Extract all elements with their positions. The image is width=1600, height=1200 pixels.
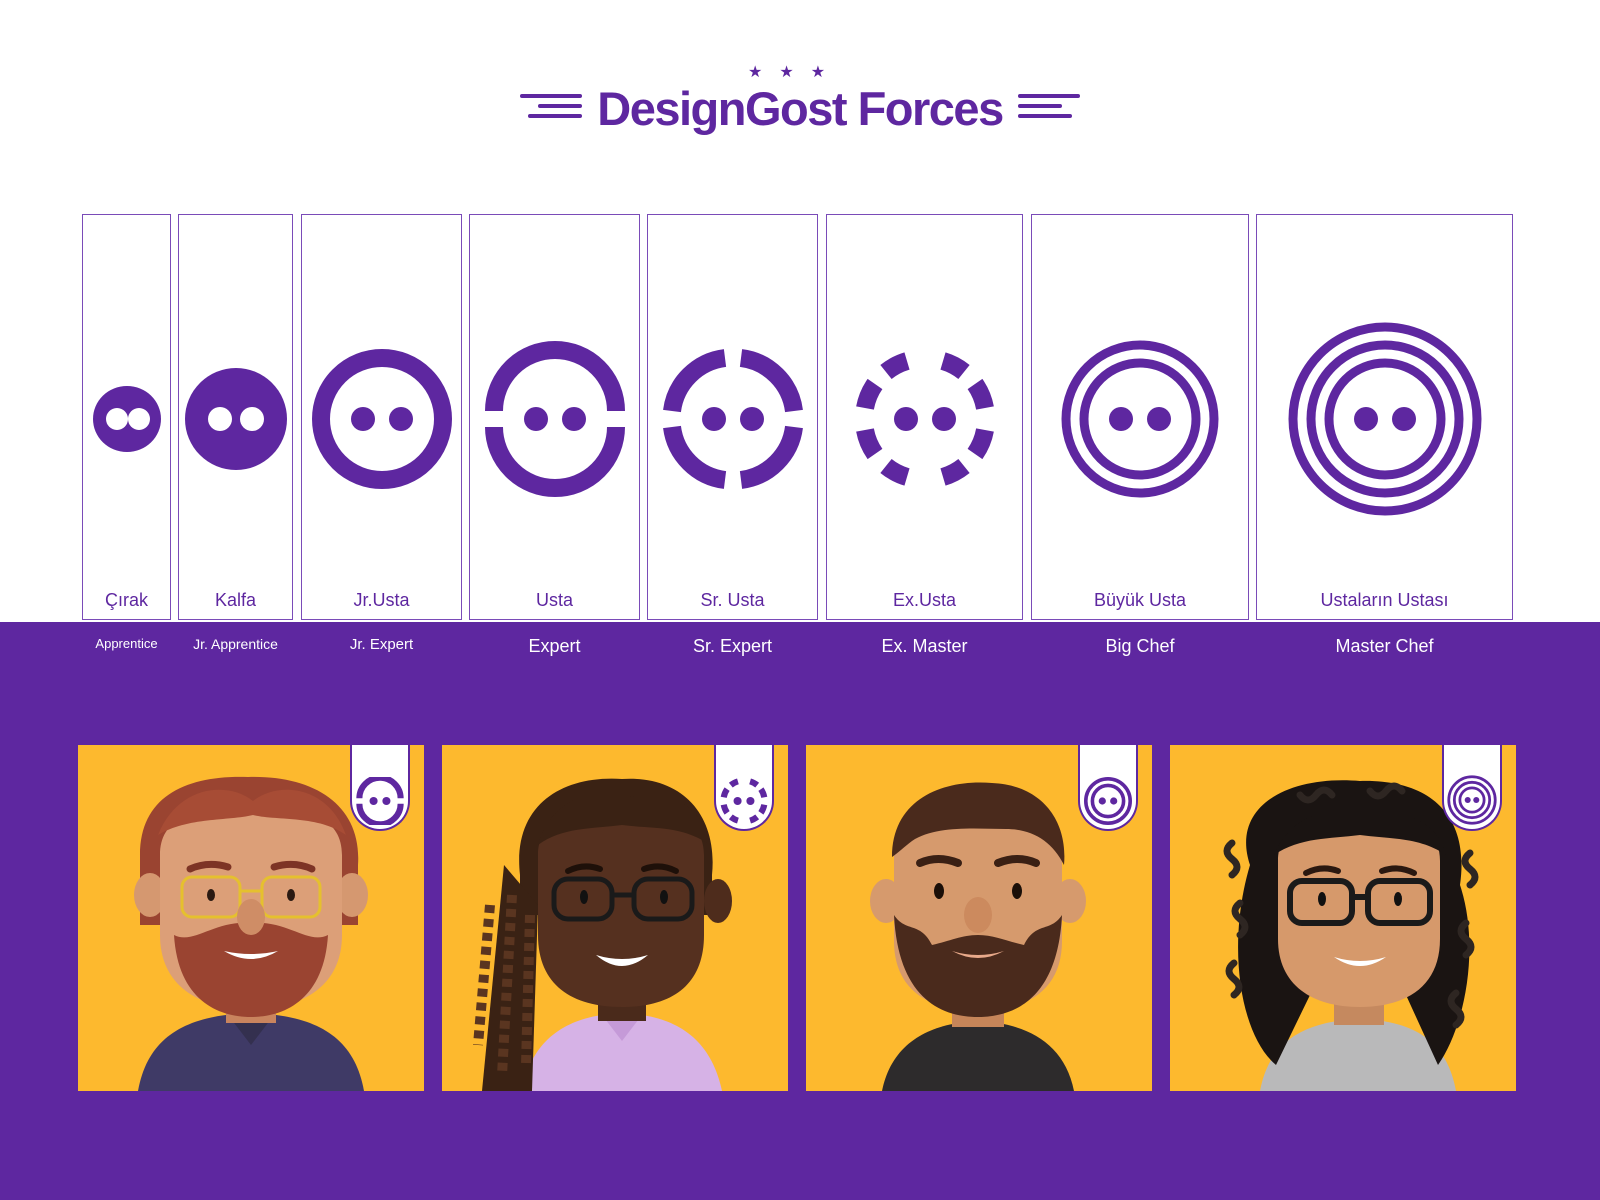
avatar-auburn-bearded-man (134, 776, 368, 1091)
rank-card-usta: Usta (469, 214, 640, 620)
avatar-card-auburn-bearded-man (78, 745, 424, 1091)
right-stripes-decoration (1018, 94, 1080, 128)
triple-ring-face-icon (1447, 775, 1497, 825)
rank-card-cirak: Çırak (82, 214, 171, 620)
avatar-card-braided-woman (442, 745, 788, 1091)
double-ring-face-icon (1084, 777, 1132, 825)
rank-card-ex-usta: Ex.Usta (826, 214, 1023, 620)
rank-card-ustalarin-ustasi: Ustaların Ustası (1256, 214, 1513, 620)
avatar-braided-woman (473, 778, 732, 1091)
split-ring-face-icon (356, 777, 404, 825)
rank-name: Ustaların Ustası (1320, 590, 1449, 610)
header: ★★★ DesignGost Forces (0, 56, 1600, 146)
rank-english-label: Big Chef (1105, 636, 1175, 656)
left-stripes-decoration (520, 94, 582, 128)
ring-face-icon (302, 215, 461, 545)
rank-name: Ex.Usta (892, 590, 957, 610)
avatar-card-curly-haired-woman (1170, 745, 1516, 1091)
rank-name: Usta (535, 590, 573, 610)
triple-ring-face-icon (1257, 215, 1512, 545)
rank-badge (714, 745, 774, 831)
rank-name: Jr.Usta (353, 590, 410, 610)
rating-stars: ★★★ (748, 62, 843, 81)
avatar-card-bearded-man (806, 745, 1152, 1091)
brand-title: DesignGost Forces (597, 82, 1004, 135)
rank-english-label: Master Chef (1335, 636, 1434, 656)
rank-badge (350, 745, 410, 831)
rank-card-jr-usta: Jr.Usta (301, 214, 462, 620)
rank-card-kalfa: Kalfa (178, 214, 293, 620)
rank-name: Çırak (104, 590, 148, 610)
rank-name: Büyük Usta (1093, 590, 1187, 610)
split-ring-face-icon (470, 215, 639, 545)
avatar-bearded-man (870, 782, 1086, 1091)
rank-english-label: Jr. Expert (349, 636, 414, 653)
rank-english-label: Expert (528, 636, 581, 656)
rank-card-buyuk-usta: Büyük Usta (1031, 214, 1249, 620)
dotted-ring-face-icon (827, 215, 1022, 545)
rank-english-label: Apprentice (95, 636, 158, 651)
rank-english-label: Ex. Master (881, 636, 968, 656)
face-icon (179, 215, 292, 545)
small-face-icon (83, 215, 170, 545)
rank-english-label: Sr. Expert (692, 636, 773, 656)
dotted-ring-face-icon (720, 778, 768, 824)
rank-english-label: Jr. Apprentice (193, 636, 278, 652)
rank-badge (1442, 745, 1502, 831)
rank-card-sr-usta: Sr. Usta (647, 214, 818, 620)
rank-badge (1078, 745, 1138, 831)
rank-name: Kalfa (214, 590, 257, 610)
double-ring-face-icon (1032, 215, 1248, 545)
avatar-curly-haired-woman (1223, 780, 1479, 1091)
quartered-ring-face-icon (648, 215, 817, 545)
rank-name: Sr. Usta (700, 590, 765, 610)
